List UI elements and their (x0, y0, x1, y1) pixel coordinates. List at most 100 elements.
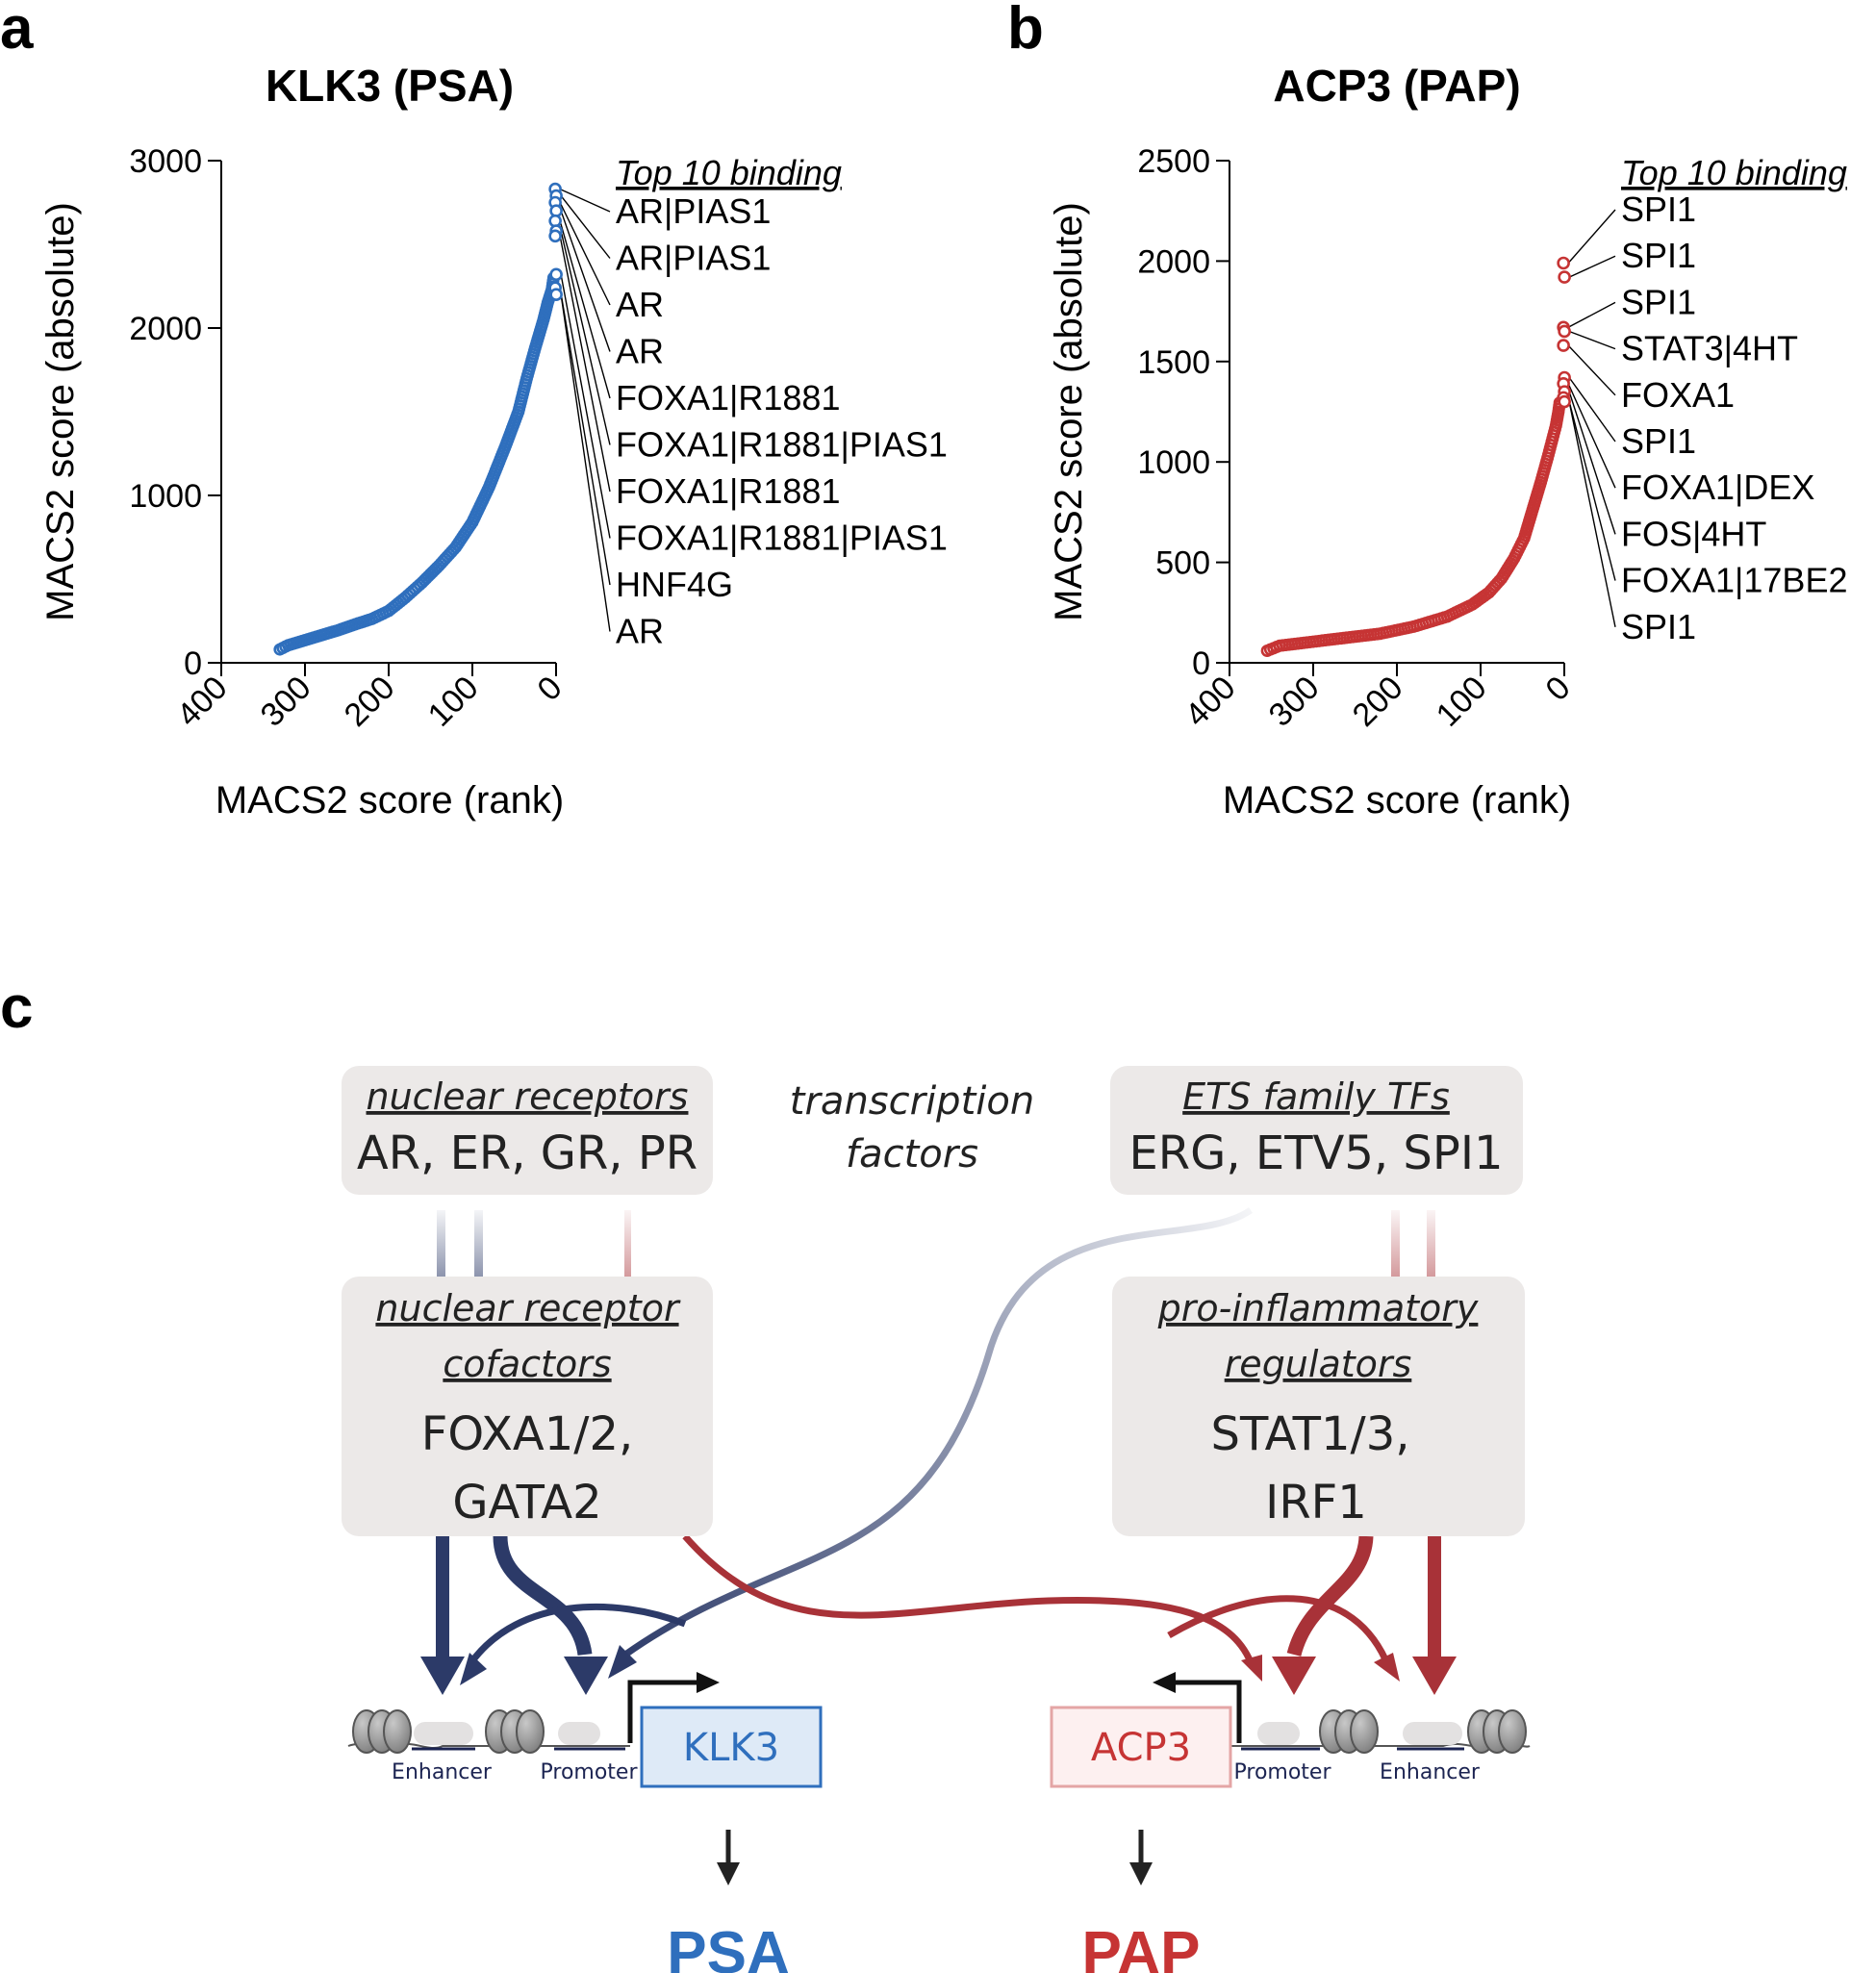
arrow-head (1129, 1862, 1153, 1885)
acp3-gene-box (1050, 1706, 1232, 1788)
legend-title: Top 10 binding (616, 153, 842, 192)
x-axis-label: MACS2 score (rank) (215, 779, 564, 822)
y-tick-label: 500 (1155, 545, 1210, 582)
box-body: IRF1 (1265, 1476, 1367, 1530)
pap-protein-label: PAP (1082, 1920, 1201, 1973)
leader-line (560, 195, 611, 259)
box-ets-family (1110, 1066, 1523, 1195)
top10-point (1557, 256, 1570, 270)
arrow-regulators-to-acp3-enhancer-straight (1428, 1536, 1441, 1659)
leader-line (560, 274, 611, 539)
leader-line (559, 236, 611, 493)
arrow-head (1241, 1655, 1262, 1682)
top10-point (549, 267, 563, 282)
arrow-cofactors-to-klk3-enhancer (436, 1536, 449, 1659)
box-head: ETS family TFs (1182, 1075, 1450, 1118)
y-tick-label: 1000 (1137, 444, 1210, 481)
arrow-head (717, 1862, 740, 1885)
box-head: pro-inflammatory (1157, 1287, 1479, 1329)
box-body: ERG, ETV5, SPI1 (1128, 1126, 1503, 1180)
tf-binding-site (1403, 1722, 1462, 1745)
arrow-cofactors-to-acp3-promoter (682, 1533, 1255, 1664)
tf-binding-site (558, 1722, 600, 1745)
top10-point (548, 229, 562, 243)
arrow-head (1272, 1657, 1316, 1695)
box-body: FOXA1/2, (421, 1407, 634, 1461)
klk3-gene-box (640, 1706, 823, 1788)
arrow-promoter-to-klk3-enhancer (469, 1603, 687, 1665)
legend-label: AR (616, 285, 664, 324)
legend-label: FOXA1 (1621, 375, 1735, 415)
y-axis-label: MACS2 score (absolute) (1048, 202, 1090, 621)
legend-label: SPI1 (1621, 236, 1696, 275)
y-tick-label: 0 (1192, 645, 1210, 682)
x-tick-label: 200 (1346, 670, 1410, 734)
legend-label: FOXA1|R1881 (616, 378, 840, 417)
y-axis-label: MACS2 score (absolute) (39, 202, 82, 621)
y-tick-label: 2500 (1137, 143, 1210, 180)
top10-point (1558, 324, 1571, 339)
nucleosome-icon (352, 1709, 412, 1754)
promoter-label: Promoter (541, 1760, 639, 1784)
box-body: AR, ER, GR, PR (357, 1126, 697, 1180)
arrow-head (420, 1657, 465, 1695)
leader-line (560, 294, 611, 632)
leader-line (1567, 397, 1616, 581)
tss-arrow (1172, 1680, 1242, 1743)
tss-arrow-head (697, 1672, 720, 1693)
legend-label: AR (616, 612, 664, 651)
x-tick-label: 100 (421, 670, 486, 734)
box-nuclear-receptors (342, 1066, 713, 1195)
panel-letter-a: a (0, 0, 34, 62)
arrow-head (1374, 1653, 1400, 1682)
box-head: cofactors (443, 1343, 611, 1385)
leader-line (1567, 209, 1616, 264)
leader-line (1568, 377, 1616, 443)
connector-nr-2 (474, 1210, 483, 1277)
leader-line (560, 230, 611, 445)
connector-nr-3 (624, 1210, 631, 1277)
y-tick-label: 0 (184, 645, 202, 682)
connector-ets-1 (1391, 1210, 1400, 1277)
arrow-head (608, 1645, 637, 1679)
leader-line (559, 202, 611, 306)
legend-label: FOXA1|R1881 (616, 471, 840, 511)
arrow-regulators-to-acp3-enhancer (1167, 1595, 1389, 1661)
legend-label: SPI1 (1621, 421, 1696, 461)
leader-line (559, 188, 611, 213)
x-tick-label: 400 (170, 670, 235, 734)
nucleosome-icon (1467, 1709, 1527, 1754)
acp3-gene-label: ACP3 (1091, 1726, 1191, 1770)
enhancer-label: Enhancer (1380, 1760, 1481, 1784)
panel-letter-b: b (1007, 0, 1044, 62)
leader-line (1568, 391, 1616, 535)
box-nr-cofactors (342, 1277, 713, 1536)
y-tick-label: 1500 (1137, 344, 1210, 381)
leader-line (560, 210, 611, 352)
nucleosome-icon (1319, 1709, 1379, 1754)
arrow-head (460, 1653, 487, 1685)
arrow-head (564, 1657, 608, 1695)
legend-label: AR|PIAS1 (616, 239, 771, 278)
x-tick-label: 100 (1430, 670, 1494, 734)
legend-label: AR (616, 332, 664, 371)
legend-label: SPI1 (1621, 607, 1696, 646)
arrow-ets-to-klk3-promoter (622, 1207, 1254, 1657)
tss-arrow (627, 1680, 700, 1743)
legend-label: FOXA1|17BE2 (1621, 561, 1847, 600)
box-head: regulators (1225, 1343, 1412, 1385)
box-body: STAT1/3, (1211, 1407, 1410, 1461)
enhancer-label: Enhancer (392, 1760, 493, 1784)
legend-label: FOXA1|R1881|PIAS1 (616, 519, 948, 558)
y-tick-label: 1000 (129, 478, 202, 515)
panel-letter-c: c (0, 974, 33, 1041)
chart-title: KLK3 (PSA) (266, 61, 514, 111)
top10-point (549, 288, 563, 302)
legend-label: AR|PIAS1 (616, 191, 771, 231)
x-tick-label: 0 (530, 670, 569, 708)
legend-label: STAT3|4HT (1621, 329, 1798, 368)
chart-title: ACP3 (PAP) (1273, 61, 1520, 111)
x-tick-label: 300 (254, 670, 318, 734)
box-head: nuclear receptor (375, 1287, 681, 1329)
x-tick-label: 0 (1538, 670, 1577, 708)
